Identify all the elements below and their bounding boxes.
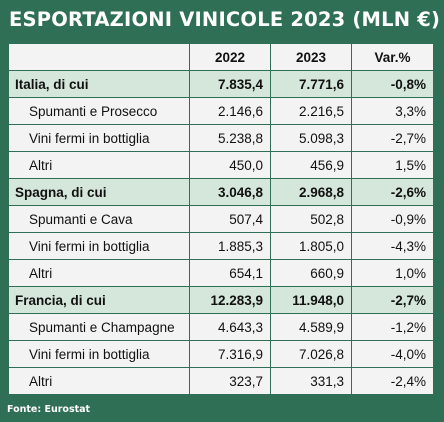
value-2023: 7.026,8 — [271, 341, 351, 367]
value-2022: 12.283,9 — [190, 287, 270, 313]
value-2023: 11.948,0 — [271, 287, 351, 313]
export-table: 2022 2023 Var.% Italia, di cui 7.835,4 7.7… — [9, 43, 434, 394]
row-label: Vini fermi in bottiglia — [9, 341, 189, 367]
header-var: Var.% — [352, 44, 433, 70]
value-2023: 456,9 — [271, 152, 351, 178]
value-2022: 654,1 — [190, 260, 270, 286]
value-2022: 7.316,9 — [190, 341, 270, 367]
source-note: Fonte: Eurostat — [7, 404, 91, 415]
row-label: Francia, di cui — [9, 287, 189, 313]
row-label: Spumanti e Cava — [9, 206, 189, 232]
row-label: Vini fermi in bottiglia — [9, 125, 189, 151]
value-2023: 2.968,8 — [271, 179, 351, 205]
row-label: Vini fermi in bottiglia — [9, 233, 189, 259]
value-2023: 660,9 — [271, 260, 351, 286]
header-2022: 2022 — [190, 44, 270, 70]
row-label: Spumanti e Prosecco — [9, 98, 189, 124]
value-2023: 5.098,3 — [271, 125, 351, 151]
header-blank — [9, 44, 189, 70]
value-2023: 7.771,6 — [271, 71, 351, 97]
value-2022: 450,0 — [190, 152, 270, 178]
value-2022: 4.643,3 — [190, 314, 270, 340]
value-2023: 2.216,5 — [271, 98, 351, 124]
value-var: -4,3% — [352, 233, 433, 259]
value-2023: 1.805,0 — [271, 233, 351, 259]
value-var: -0,8% — [352, 71, 433, 97]
value-2022: 5.238,8 — [190, 125, 270, 151]
row-label: Altri — [9, 260, 189, 286]
value-var: 1,0% — [352, 260, 433, 286]
value-2022: 1.885,3 — [190, 233, 270, 259]
row-label: Spumanti e Champagne — [9, 314, 189, 340]
value-var: -2,4% — [352, 368, 433, 394]
value-var: -0,9% — [352, 206, 433, 232]
value-2023: 4.589,9 — [271, 314, 351, 340]
row-label: Altri — [9, 368, 189, 394]
value-var: -1,2% — [352, 314, 433, 340]
value-2022: 7.835,4 — [190, 71, 270, 97]
row-label: Altri — [9, 152, 189, 178]
value-var: -2,7% — [352, 125, 433, 151]
value-var: -4,0% — [352, 341, 433, 367]
row-label: Italia, di cui — [9, 71, 189, 97]
chart-title: ESPORTAZIONI VINICOLE 2023 (MLN €) — [9, 8, 441, 31]
header-2023: 2023 — [271, 44, 351, 70]
value-2022: 3.046,8 — [190, 179, 270, 205]
value-2023: 331,3 — [271, 368, 351, 394]
value-2022: 2.146,6 — [190, 98, 270, 124]
value-2022: 323,7 — [190, 368, 270, 394]
value-var: -2,6% — [352, 179, 433, 205]
value-var: 3,3% — [352, 98, 433, 124]
value-2023: 502,8 — [271, 206, 351, 232]
value-2022: 507,4 — [190, 206, 270, 232]
row-label: Spagna, di cui — [9, 179, 189, 205]
value-var: 1,5% — [352, 152, 433, 178]
value-var: -2,7% — [352, 287, 433, 313]
